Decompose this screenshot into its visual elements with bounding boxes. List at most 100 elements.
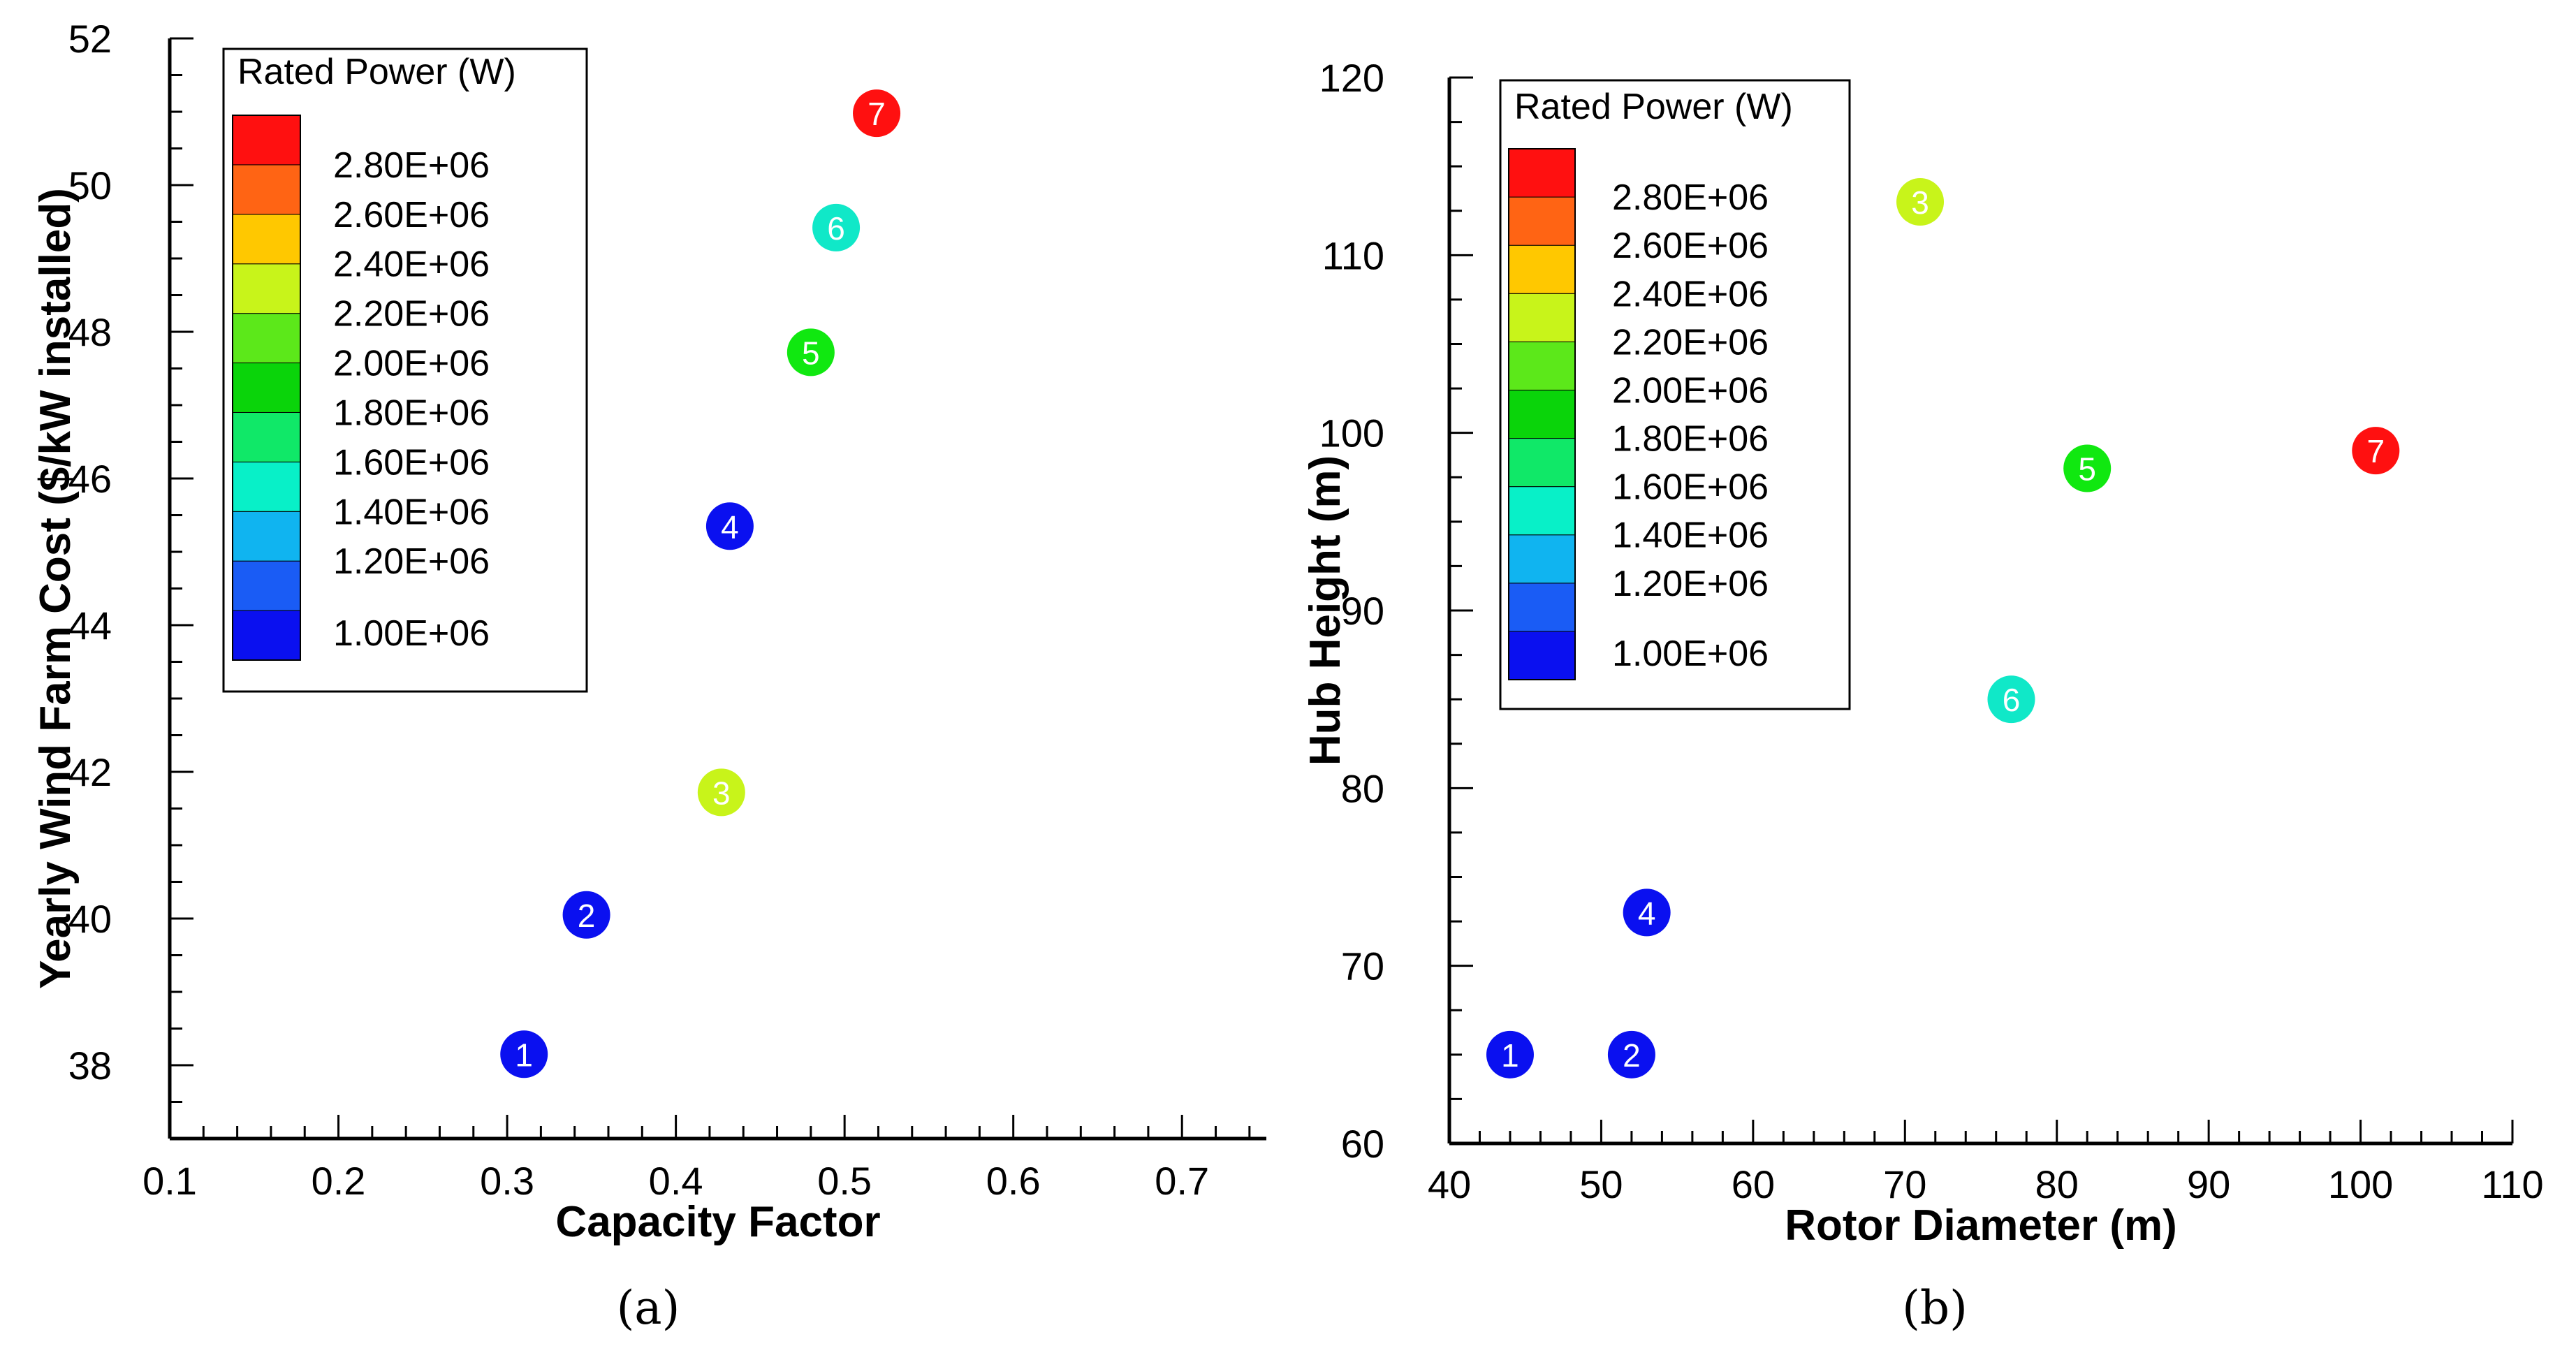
panel-a-scatter-chart: 0.1 0.2 0.3 0.4 0.5 0.6 0.73840424446485052Cap… xyxy=(31,17,1266,1335)
colorbar-level-label: 2.60E+06 xyxy=(333,195,490,235)
colorbar-legend: Rated Power (W) 1.00E+06 1.20E+06 1.40E+06 1… xyxy=(1499,79,1851,710)
data-point-marker xyxy=(1486,1030,1534,1078)
colorbar-level-label: 2.20E+06 xyxy=(1612,322,1769,363)
colorbar-level-label: 2.00E+06 xyxy=(333,344,490,384)
x-tick-label: 70 xyxy=(1883,1162,1926,1206)
colorbar-segment xyxy=(1508,534,1576,584)
colorbar-segment xyxy=(1508,389,1576,439)
data-point-marker xyxy=(1607,1030,1655,1078)
data-point-label: 7 xyxy=(2367,433,2385,469)
colorbar-level-label: 1.00E+06 xyxy=(1612,634,1769,674)
colorbar-segment xyxy=(232,263,301,314)
data-point-label: 7 xyxy=(868,96,886,132)
x-tick-label: 0.1 xyxy=(142,1159,197,1203)
colorbar-level-label: 2.40E+06 xyxy=(333,244,490,285)
colorbar-level-label: 1.20E+06 xyxy=(1612,564,1769,604)
data-point-label: 6 xyxy=(827,210,845,247)
colorbar-segment xyxy=(1508,148,1576,198)
colorbar-segment xyxy=(232,313,301,364)
x-axis-title: Rotor Diameter (m) xyxy=(1785,1201,2177,1250)
colorbar-level-label: 2.40E+06 xyxy=(1612,274,1769,314)
data-point-label: 4 xyxy=(721,509,739,545)
colorbar-level-label: 1.80E+06 xyxy=(1612,419,1769,460)
data-point-marker xyxy=(500,1030,548,1078)
data-point-marker xyxy=(853,89,901,138)
x-tick-label: 0.5 xyxy=(817,1159,872,1203)
y-tick-label: 40 xyxy=(68,897,112,941)
y-tick-label: 80 xyxy=(1341,766,1384,810)
x-tick-label: 80 xyxy=(2035,1162,2079,1206)
x-tick-label: 50 xyxy=(1579,1162,1623,1206)
x-tick-label: 90 xyxy=(2187,1162,2230,1206)
colorbar-level-label: 2.80E+06 xyxy=(333,145,490,186)
colorbar-segment xyxy=(232,610,301,661)
colorbar-segment xyxy=(232,411,301,462)
x-tick-label: 0.7 xyxy=(1155,1159,1209,1203)
y-tick-label: 90 xyxy=(1341,589,1384,633)
colorbar-segment xyxy=(1508,341,1576,390)
colorbar-segment xyxy=(1508,486,1576,536)
panel-b-scatter-chart: 40 50 60 70 80 90 100 110 60 70 80 90 100 110 120 Rotor… xyxy=(1301,56,2544,1335)
x-tick-label: 0.3 xyxy=(480,1159,534,1203)
x-tick-label: 40 xyxy=(1428,1162,1471,1206)
data-point-label: 3 xyxy=(1911,184,1929,221)
x-tick-label: 0.6 xyxy=(986,1159,1041,1203)
y-tick-label: 50 xyxy=(68,163,112,207)
data-point-marker xyxy=(1987,675,2035,724)
data-point-marker xyxy=(786,328,835,376)
colorbar-segment xyxy=(232,511,301,562)
y-tick-label: 44 xyxy=(68,604,112,648)
x-tick-label: 60 xyxy=(1732,1162,1775,1206)
colorbar-segment xyxy=(232,461,301,512)
data-point-label: 5 xyxy=(2078,451,2096,488)
colorbar-level-label: 1.20E+06 xyxy=(333,541,490,582)
colorbar-level-label: 2.80E+06 xyxy=(1612,177,1769,218)
colorbar-level-label: 2.60E+06 xyxy=(1612,226,1769,266)
y-tick-label: 52 xyxy=(68,17,112,61)
colorbar-level-label: 1.40E+06 xyxy=(333,492,490,532)
colorbar-segment xyxy=(1508,631,1576,680)
colorbar-segment xyxy=(232,560,301,611)
data-point-label: 1 xyxy=(515,1037,533,1073)
y-tick-label: 100 xyxy=(1319,411,1384,455)
colorbar-segment xyxy=(232,214,301,265)
data-point-label: 5 xyxy=(802,335,820,371)
data-point-label: 2 xyxy=(578,898,596,934)
data-point-label: 3 xyxy=(712,775,731,811)
data-point-marker xyxy=(562,891,610,939)
data-point-marker xyxy=(697,768,745,817)
y-tick-label: 120 xyxy=(1319,56,1384,100)
colorbar-legend: Rated Power (W) 1.00E+06 1.20E+06 1.40E+06 1… xyxy=(222,47,588,693)
data-point-marker xyxy=(2352,427,2400,475)
y-tick-label: 46 xyxy=(68,457,112,501)
colorbar-level-label: 1.60E+06 xyxy=(1612,467,1769,508)
x-tick-label: 110 xyxy=(2481,1162,2543,1206)
y-axis-title: Hub Height (m) xyxy=(1301,455,1349,766)
x-tick-label: 100 xyxy=(2328,1162,2393,1206)
colorbar-level-label: 1.60E+06 xyxy=(333,442,490,483)
legend-title: Rated Power (W) xyxy=(1514,87,1793,127)
data-point-marker xyxy=(812,203,861,251)
data-point-label: 2 xyxy=(1623,1037,1641,1074)
data-point-marker xyxy=(1896,178,1945,226)
legend-title: Rated Power (W) xyxy=(237,52,516,92)
x-tick-label: 0.2 xyxy=(312,1159,366,1203)
y-tick-label: 48 xyxy=(68,310,112,354)
colorbar-segment xyxy=(1508,244,1576,294)
y-tick-label: 70 xyxy=(1341,944,1384,988)
x-axis-title: Capacity Factor xyxy=(555,1198,880,1246)
colorbar-segment xyxy=(1508,583,1576,632)
data-point-marker xyxy=(2063,444,2112,492)
colorbar-segment xyxy=(232,164,301,215)
data-point-label: 6 xyxy=(2003,682,2021,718)
colorbar-level-label: 1.40E+06 xyxy=(1612,515,1769,556)
colorbar-outline xyxy=(232,115,301,661)
panel-caption: (b) xyxy=(1902,1281,1968,1335)
colorbar-segment xyxy=(1508,438,1576,488)
data-point-marker xyxy=(705,502,754,550)
colorbar-level-label: 2.20E+06 xyxy=(333,294,490,335)
colorbar-segment xyxy=(1508,293,1576,342)
y-tick-label: 60 xyxy=(1341,1122,1384,1166)
x-tick-label: 0.4 xyxy=(649,1159,703,1203)
